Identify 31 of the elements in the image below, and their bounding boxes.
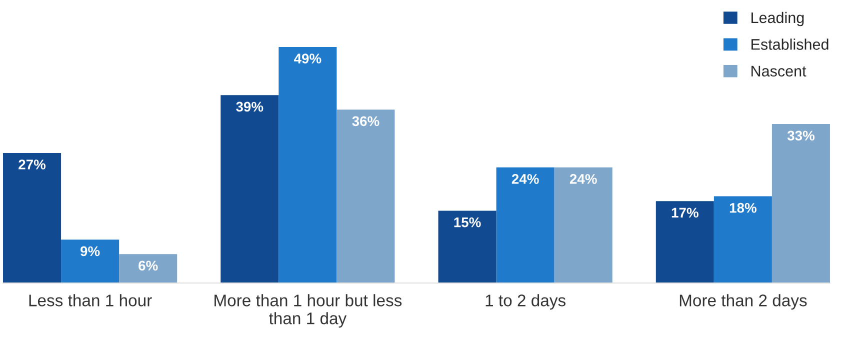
bar xyxy=(278,47,337,283)
bar xyxy=(3,152,62,283)
data-label: 24% xyxy=(512,174,539,184)
bar xyxy=(61,240,120,283)
bar xyxy=(496,167,554,283)
data-label: 6% xyxy=(138,260,158,271)
bar xyxy=(119,254,178,283)
x-tick-label: 1 to 2 days xyxy=(486,294,566,310)
x-tick-label: More than 1 hour but less than 1 day xyxy=(214,294,402,328)
bar xyxy=(438,210,496,283)
legend-label: Leading xyxy=(752,12,804,26)
data-label: 33% xyxy=(787,130,815,141)
bar xyxy=(554,167,612,283)
legend-label: Nascent xyxy=(752,66,806,77)
bar xyxy=(336,110,395,283)
data-label: 24% xyxy=(570,174,597,184)
data-label: 36% xyxy=(352,116,380,126)
x-tick-label: Less than 1 hour xyxy=(29,294,152,306)
bar xyxy=(772,124,830,283)
data-label: 9% xyxy=(80,246,100,256)
bar xyxy=(656,201,714,283)
data-label: 18% xyxy=(730,202,756,213)
data-label: 15% xyxy=(454,217,481,228)
data-label: 49% xyxy=(294,54,322,64)
data-label: 27% xyxy=(18,160,46,170)
bar xyxy=(714,196,772,283)
x-tick-label: More than 2 days xyxy=(680,294,807,310)
legend-label: Established xyxy=(752,38,828,50)
data-label: 39% xyxy=(236,102,264,112)
bar xyxy=(220,95,279,283)
data-label: 17% xyxy=(672,208,698,218)
